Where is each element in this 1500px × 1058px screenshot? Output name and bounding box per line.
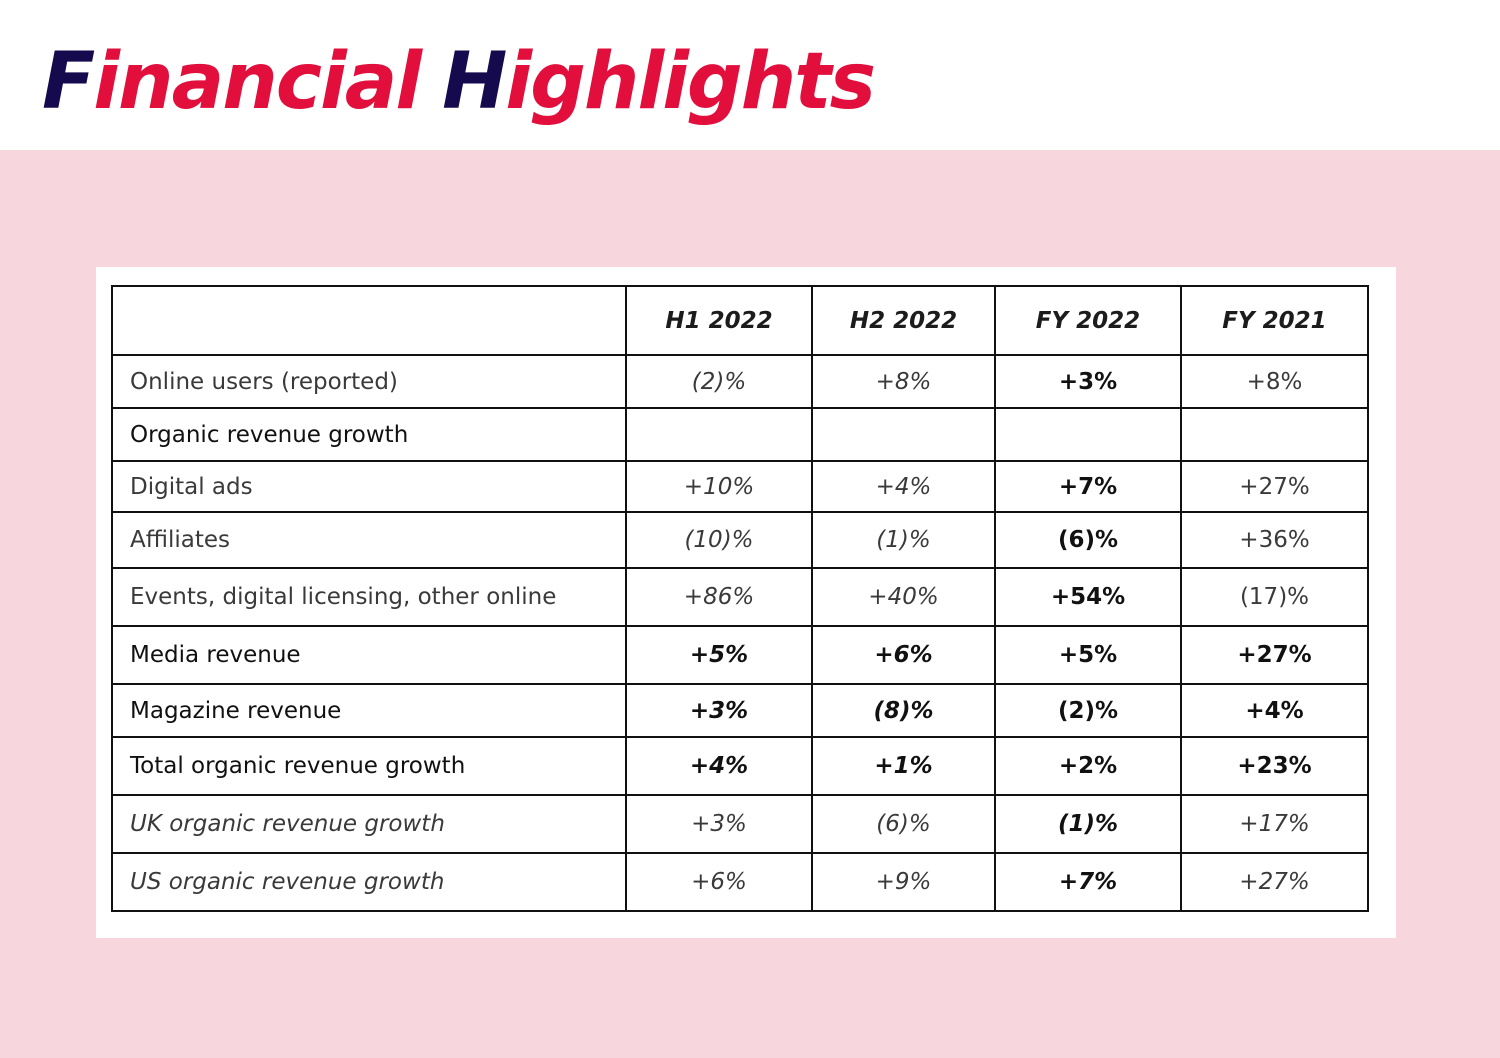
row-label: Total organic revenue growth	[111, 736, 627, 796]
title-rest-2: ighlights	[505, 37, 876, 127]
cell-fy-2021: +4%	[1180, 683, 1369, 738]
title-initial-h: H	[442, 37, 507, 127]
cell-h1-2022: (10)%	[625, 511, 813, 569]
cell-fy-2022: +54%	[994, 567, 1182, 627]
cell-h2-2022	[811, 407, 996, 462]
table-row: Magazine revenue +3% (8)% (2)% +4%	[111, 683, 1369, 738]
cell-h1-2022: +10%	[625, 460, 813, 513]
cell-h1-2022: +3%	[625, 683, 813, 738]
cell-fy-2021: +17%	[1180, 794, 1369, 854]
table-row: Organic revenue growth	[111, 407, 1369, 462]
row-label: Events, digital licensing, other online	[111, 567, 627, 627]
cell-fy-2022: +5%	[994, 625, 1182, 685]
cell-fy-2021	[1180, 407, 1369, 462]
table-row: Digital ads +10% +4% +7% +27%	[111, 460, 1369, 513]
cell-fy-2022: (1)%	[994, 794, 1182, 854]
cell-h1-2022: +6%	[625, 852, 813, 912]
cell-h2-2022: (1)%	[811, 511, 996, 569]
cell-fy-2022: (6)%	[994, 511, 1182, 569]
row-label: Media revenue	[111, 625, 627, 685]
cell-fy-2022: +7%	[994, 852, 1182, 912]
cell-h2-2022: +40%	[811, 567, 996, 627]
table-row: US organic revenue growth +6% +9% +7% +2…	[111, 852, 1369, 912]
table-header-row: H1 2022 H2 2022 FY 2022 FY 2021	[111, 285, 1369, 356]
cell-h1-2022: (2)%	[625, 354, 813, 409]
header-fy-2021: FY 2021	[1180, 285, 1369, 356]
cell-fy-2022: +7%	[994, 460, 1182, 513]
row-label: US organic revenue growth	[111, 852, 627, 912]
cell-h1-2022: +3%	[625, 794, 813, 854]
row-label: Affiliates	[111, 511, 627, 569]
title-rest-1: inancial	[93, 37, 422, 127]
cell-h2-2022: +4%	[811, 460, 996, 513]
cell-fy-2022: (2)%	[994, 683, 1182, 738]
financial-highlights-table: H1 2022 H2 2022 FY 2022 FY 2021 Online u…	[111, 285, 1369, 912]
cell-fy-2021: +27%	[1180, 852, 1369, 912]
cell-fy-2022: +3%	[994, 354, 1182, 409]
header-h1-2022: H1 2022	[625, 285, 813, 356]
title-initial-f: F	[42, 37, 95, 127]
cell-fy-2021: +23%	[1180, 736, 1369, 796]
header-empty	[111, 285, 627, 356]
cell-h2-2022: +8%	[811, 354, 996, 409]
cell-h2-2022: +6%	[811, 625, 996, 685]
table-row: UK organic revenue growth +3% (6)% (1)% …	[111, 794, 1369, 854]
header-h2-2022: H2 2022	[811, 285, 996, 356]
table-row: Online users (reported) (2)% +8% +3% +8%	[111, 354, 1369, 409]
header-fy-2022: FY 2022	[994, 285, 1182, 356]
cell-h1-2022: +4%	[625, 736, 813, 796]
row-label: Organic revenue growth	[111, 407, 627, 462]
cell-fy-2021: +27%	[1180, 625, 1369, 685]
table-row: Total organic revenue growth +4% +1% +2%…	[111, 736, 1369, 796]
page-title: Financial Highlights	[42, 37, 876, 128]
cell-fy-2021: +36%	[1180, 511, 1369, 569]
table-row: Media revenue +5% +6% +5% +27%	[111, 625, 1369, 685]
cell-h1-2022	[625, 407, 813, 462]
table-row: Affiliates (10)% (1)% (6)% +36%	[111, 511, 1369, 569]
row-label: Online users (reported)	[111, 354, 627, 409]
cell-h1-2022: +86%	[625, 567, 813, 627]
cell-h2-2022: (8)%	[811, 683, 996, 738]
row-label: UK organic revenue growth	[111, 794, 627, 854]
cell-fy-2021: (17)%	[1180, 567, 1369, 627]
cell-fy-2021: +8%	[1180, 354, 1369, 409]
cell-fy-2022	[994, 407, 1182, 462]
table-row: Events, digital licensing, other online …	[111, 567, 1369, 627]
cell-h2-2022: (6)%	[811, 794, 996, 854]
cell-fy-2022: +2%	[994, 736, 1182, 796]
cell-h2-2022: +1%	[811, 736, 996, 796]
row-label: Magazine revenue	[111, 683, 627, 738]
cell-h2-2022: +9%	[811, 852, 996, 912]
row-label: Digital ads	[111, 460, 627, 513]
cell-fy-2021: +27%	[1180, 460, 1369, 513]
cell-h1-2022: +5%	[625, 625, 813, 685]
